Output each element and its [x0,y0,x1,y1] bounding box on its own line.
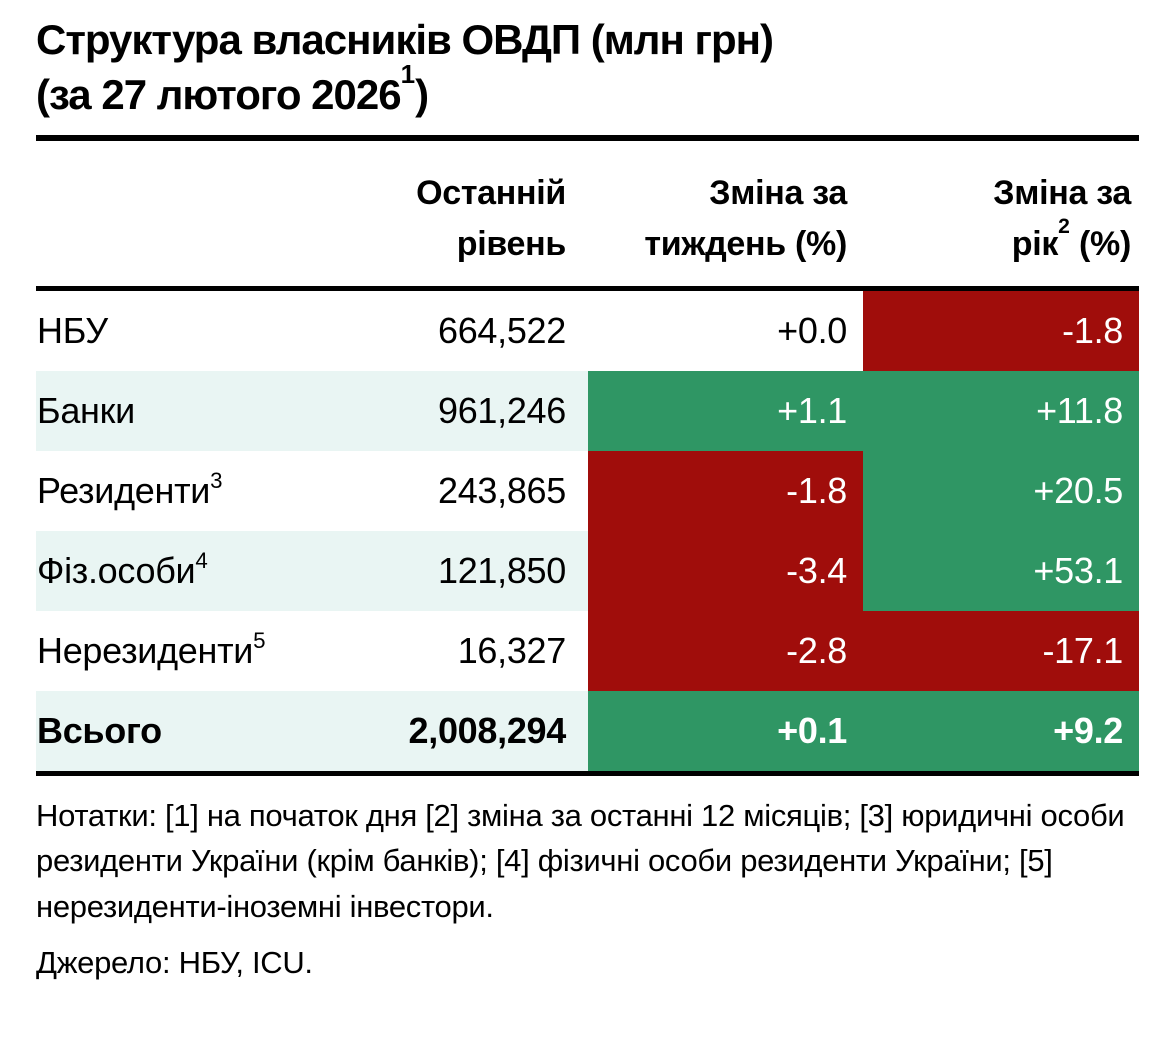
year-change-value: +53.1 [863,530,1139,611]
row-label: НБУ [36,291,336,371]
col-header-level-line1: Останній [416,173,566,212]
row-label: Резиденти 3 [37,467,223,511]
footnote-marker-1: 1 [400,58,416,89]
year-change-value: +9.2 [863,690,1139,771]
week-change-value: +0.1 [588,690,863,771]
week-change-value: +1.1 [588,370,863,451]
col-header-week-change: Зміна за тиждень (%) [588,141,863,286]
week-change-value: +0.0 [777,309,847,351]
title-divider [36,134,1139,141]
figure-title-line1: Структура власників ОВДП (млн грн) [36,16,774,63]
week-change-value: -1.8 [588,450,863,531]
year-change-value: -17.1 [863,610,1139,691]
row-label: Банки [36,370,336,451]
table-row-banks: Банки 961,246 +1.1 +11.8 [36,370,1139,451]
year-change-value: +20.5 [863,450,1139,531]
table-row-nbu: НБУ 664,522 +0.0 -1.8 [36,290,1139,371]
col-header-year-word: рік [1011,224,1059,263]
col-header-year-unit: (%) [1069,224,1131,263]
figure-content: Структура власників ОВДП (млн грн) (за 2… [36,12,1139,981]
year-change-value: +11.8 [863,370,1139,451]
level-value: 16,327 [457,629,567,671]
figure-title: Структура власників ОВДП (млн грн) (за 2… [36,12,1139,123]
col-header-level-line2: рівень [456,224,567,263]
header-divider [36,285,1139,291]
table-header-row: Останній рівень Зміна за тиждень (%) Змі… [36,141,1139,286]
table-row-residents: Резиденти 3 243,865 -1.8 +20.5 [36,450,1139,531]
level-value: 243,865 [437,469,566,511]
level-value: 961,246 [336,370,588,451]
row-label: Всього [36,690,336,771]
week-change-value: -3.4 [588,530,863,611]
level-value: 664,522 [437,309,566,351]
col-header-year-line1: Зміна за [993,173,1131,212]
col-header-owner [36,141,336,286]
level-value: 121,850 [336,530,588,611]
col-header-year-change: Зміна за рік2 (%) [863,141,1139,286]
col-header-level: Останній рівень [336,141,588,286]
owner-name: Всього [37,709,162,751]
figure-title-line2-close: ) [415,71,429,119]
col-header-week-line2: тиждень (%) [644,224,847,263]
col-header-year-line2: рік2 (%) [863,216,1132,270]
footnote-marker-2: 2 [1058,215,1070,239]
table-row-nonresidents: Нерезиденти 5 16,327 -2.8 -17.1 [36,610,1139,691]
footnotes-text: Нотатки: [1] на початок дня [2] зміна за… [36,797,1142,924]
table-bottom-divider [36,770,1139,776]
figure-title-line2: (за 27 лютого 2026 [36,71,402,119]
owner-name: Банки [37,389,135,431]
level-value: 2,008,294 [336,690,588,771]
source-text: Джерело: НБУ, ICU. [36,944,313,980]
week-change-value: -2.8 [588,610,863,691]
row-label: Фіз.особи 4 [36,530,336,611]
table-row-total: Всього 2,008,294 +0.1 +9.2 [36,690,1139,771]
owner-name: НБУ [37,309,108,351]
col-header-week-line1: Зміна за [709,173,847,212]
year-change-value: -1.8 [863,290,1139,371]
row-label: Нерезиденти 5 [37,627,266,671]
owner-name: Резиденти [37,469,211,511]
owner-name: Нерезиденти [37,629,254,671]
table-row-individuals: Фіз.особи 4 121,850 -3.4 +53.1 [36,530,1139,611]
owner-name: Фіз.особи [37,549,196,591]
